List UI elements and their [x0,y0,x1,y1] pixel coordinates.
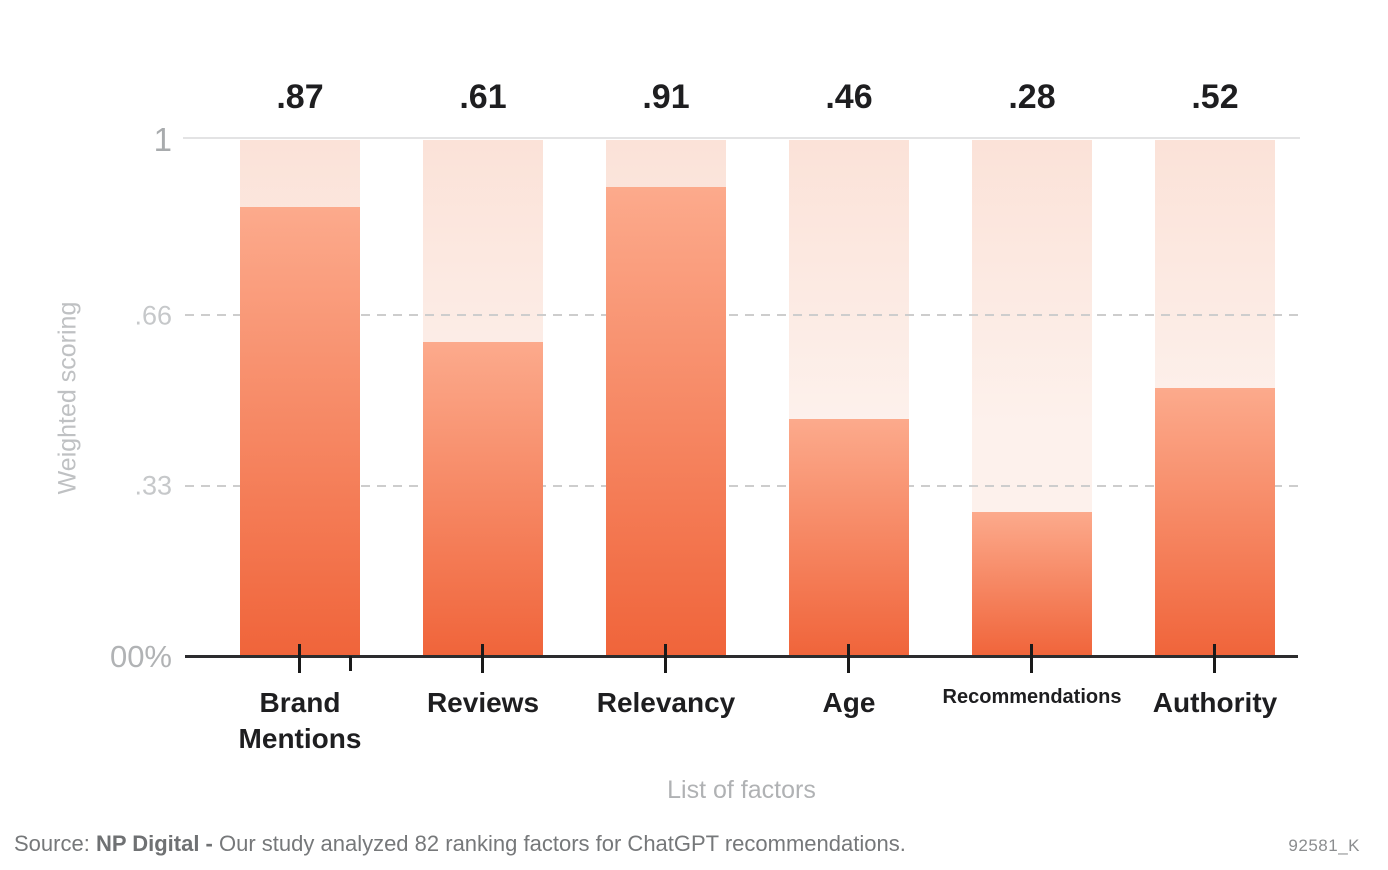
gridline-66-dashed [185,314,1298,316]
bar [972,512,1092,657]
bar [606,186,726,657]
y-tick-label: .66 [134,300,172,331]
category-label: Brand Mentions [238,687,362,754]
bar-column: .61 Reviews [423,78,543,718]
axis-tick [1213,644,1216,673]
y-axis-title: Weighted scoring [53,301,82,495]
category-label: Reviews [426,687,540,718]
bar-column: .87 Brand Mentions [239,78,362,754]
bar-column: .91 Relevancy [597,78,736,718]
bar-column: .52 Authority [1153,78,1277,718]
axis-tick [847,644,850,673]
bar-value-label: .46 [825,78,873,116]
category-label: Relevancy [596,687,736,718]
bar [423,341,543,657]
bar-value-label: .91 [642,78,690,116]
bar-value-label: .61 [459,78,507,116]
bar-column: .46 Age [789,78,909,718]
y-tick-label: 00% [109,639,172,674]
gridline-33-dashed [185,485,1298,487]
axis-tick [298,644,301,673]
source-line: Source: NP Digital - Our study analyzed … [14,831,906,857]
bar-value-label: .52 [1191,78,1239,116]
y-tick-label: 1 [153,121,172,158]
y-tick-label: .33 [134,470,172,501]
source-text: Our study analyzed 82 ranking factors fo… [219,831,906,856]
bar-value-label: .87 [276,78,324,116]
x-axis-title: List of factors [667,776,816,804]
source-brand: NP Digital - [95,831,219,856]
gridline-top [183,137,1300,139]
watermark-id: 92581_K [1288,836,1360,855]
bar [1155,388,1275,657]
x-axis-line [185,655,1298,658]
bar-column: .28 Recommendations [943,78,1122,708]
axis-tick [664,644,667,673]
category-label: Recommendations [942,686,1122,708]
bar-value-label: .28 [1008,78,1056,116]
bar [240,207,360,657]
category-label: Authority [1152,687,1278,718]
axis-tick [481,644,484,673]
bar [789,419,909,657]
bars-row: .87 Brand Mentions .61 Reviews .91 Relevancy.… [239,78,1278,754]
axis-tick [1030,644,1033,673]
category-label: Age [822,687,876,718]
axis-minor-tick [349,656,352,671]
source-prefix: Source: [14,831,96,856]
